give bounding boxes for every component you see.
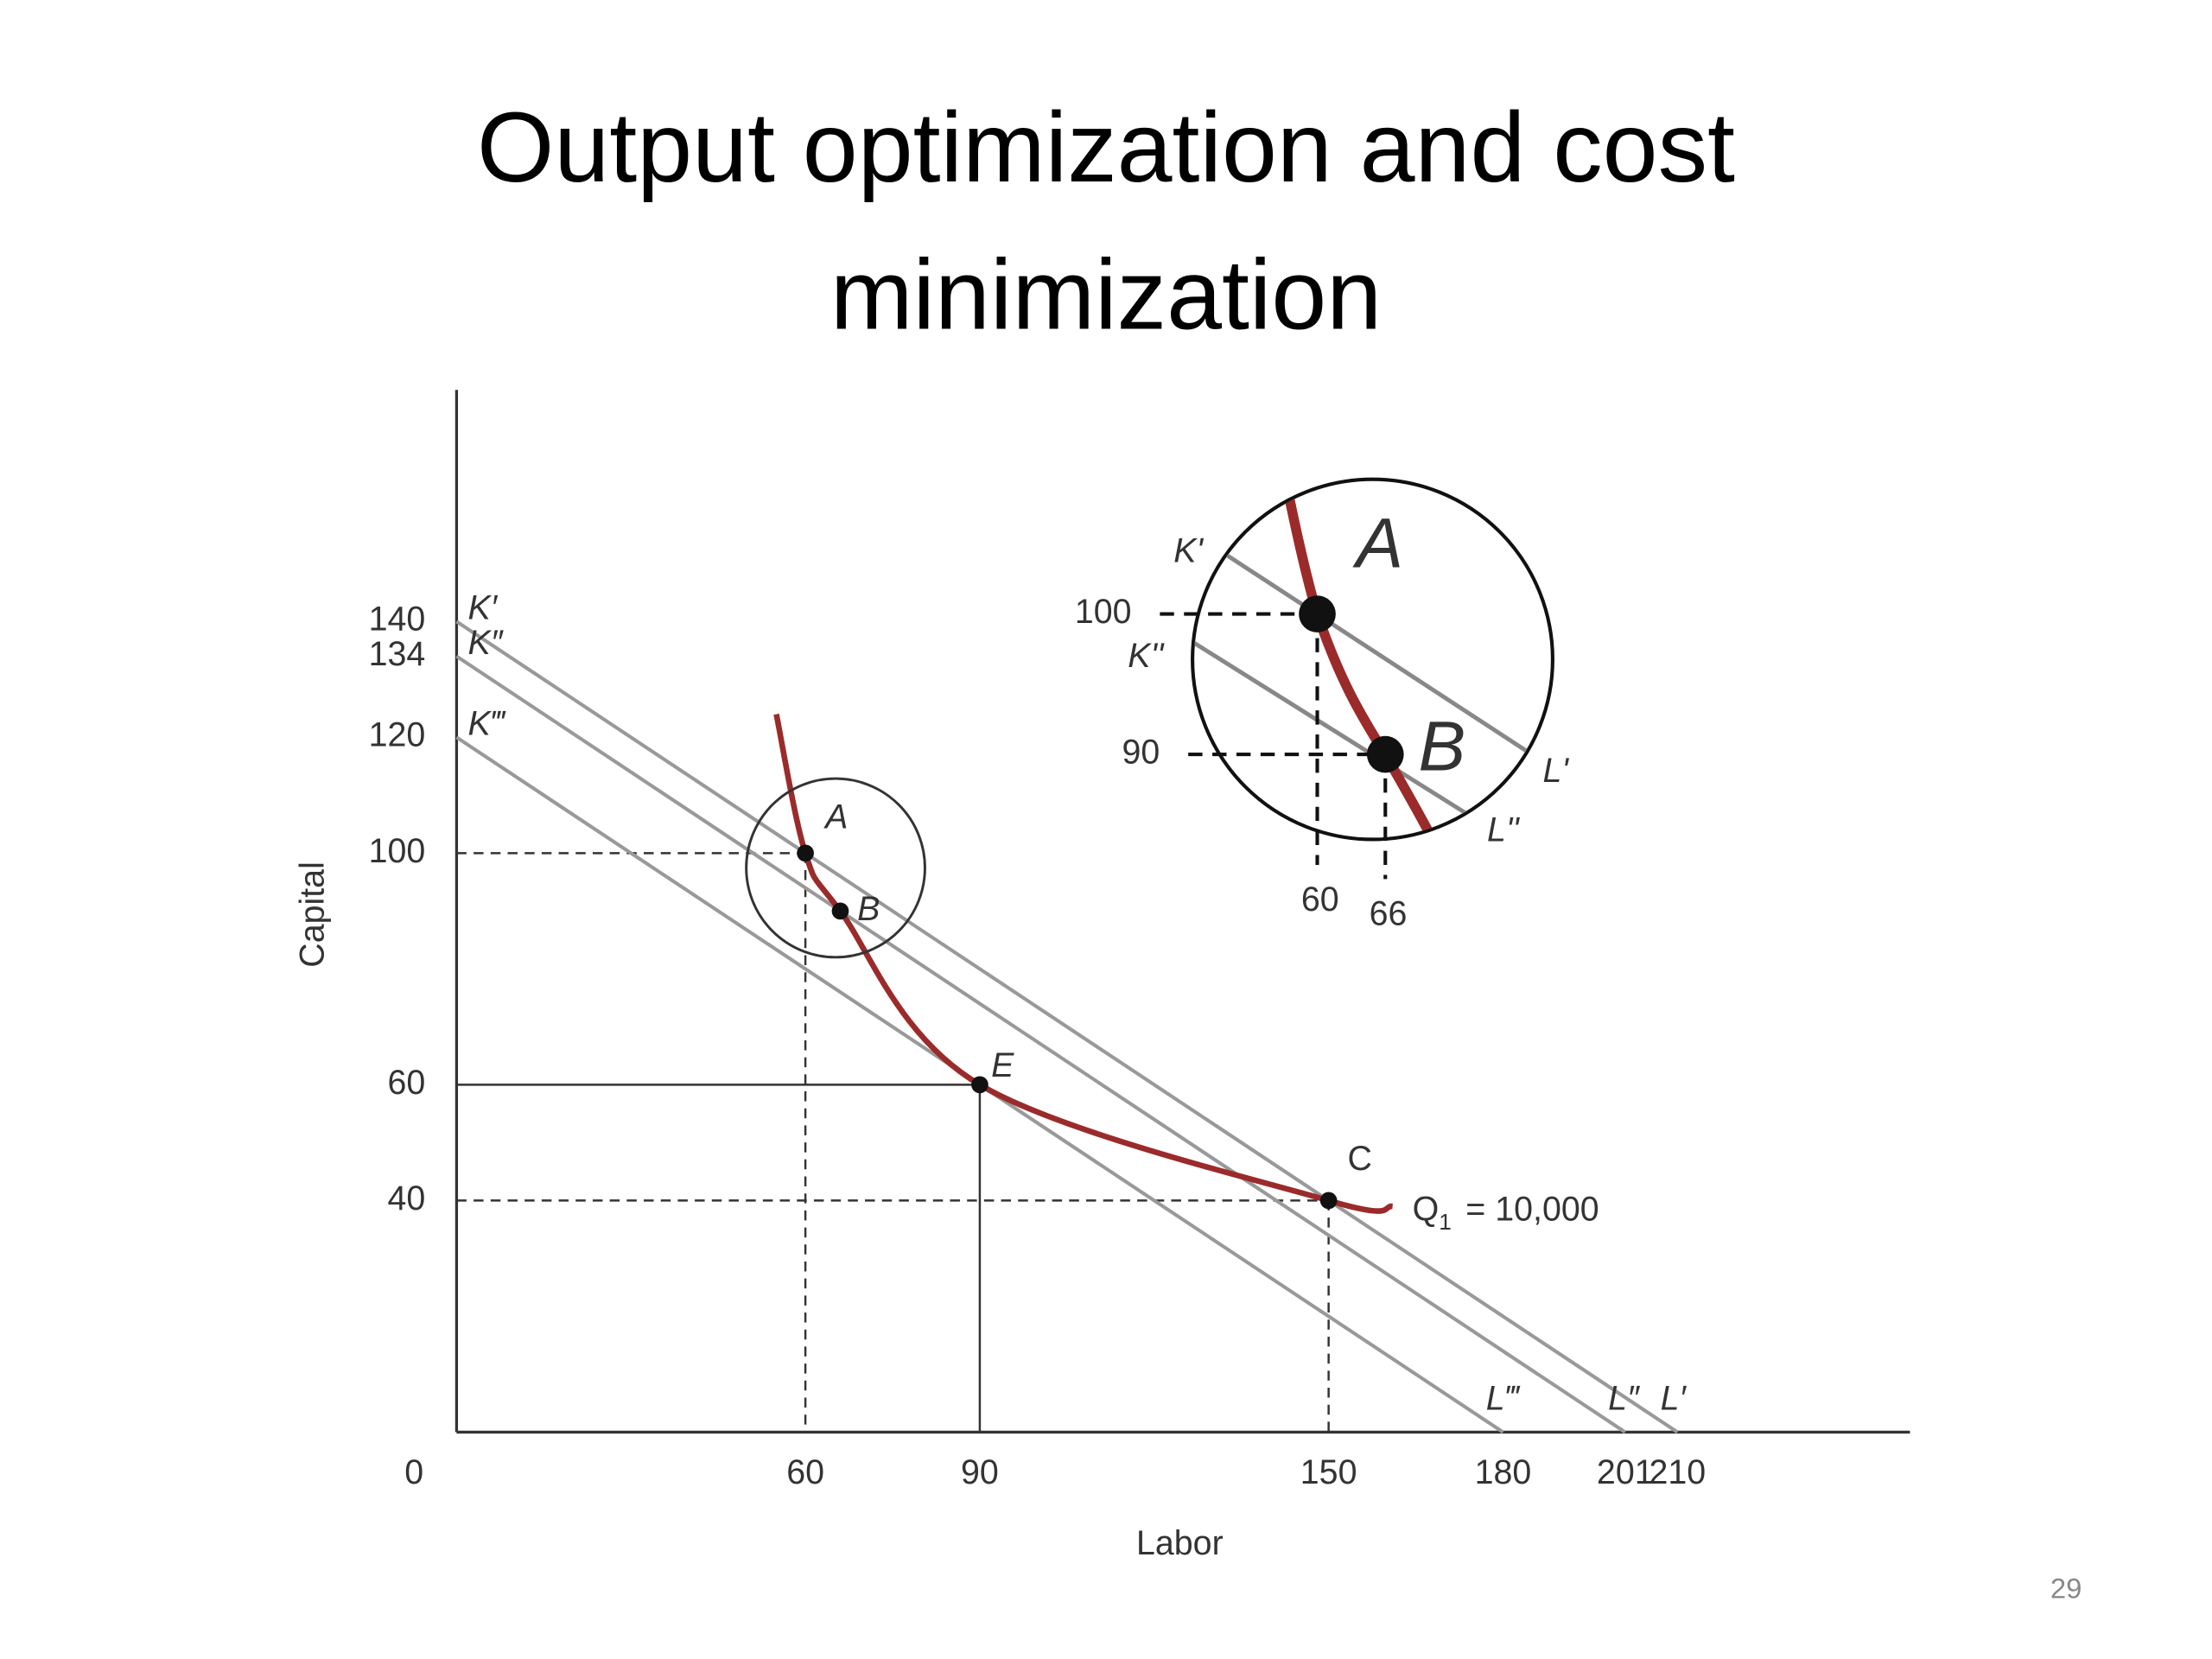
point <box>797 844 814 862</box>
point-label: A <box>823 798 848 836</box>
inset-point-label: B <box>1419 707 1466 785</box>
inset-circle <box>1191 477 1554 842</box>
point-label: C <box>1348 1140 1372 1178</box>
point <box>971 1076 988 1094</box>
y-axis-label: Capital <box>294 861 332 968</box>
y-tick-label: 40 <box>387 1179 425 1217</box>
isocost-line <box>455 654 1626 1434</box>
y-tick-label: 120 <box>369 716 426 754</box>
inset-line-end-label: L'' <box>1487 811 1520 849</box>
inset-line-start-label: K' <box>1173 531 1204 569</box>
inset-line-start-label: K'' <box>1128 637 1165 675</box>
isoquant-symbol: Q <box>1413 1191 1440 1229</box>
isocost-start-label: K‴ <box>468 705 506 743</box>
inset-isocost <box>1193 511 1552 793</box>
isocost-end-label: L′ <box>1661 1380 1688 1418</box>
inset-x-tick-label: 66 <box>1370 895 1408 933</box>
isocost-start-label: K′ <box>468 589 499 627</box>
isocost-start-label: K″ <box>468 624 505 662</box>
isoquant-label: Q1 = 10,000 <box>1413 1191 1599 1235</box>
x-tick-label: 0 <box>404 1453 423 1491</box>
inset-y-tick-label: 90 <box>1122 733 1160 771</box>
x-axis-label: Labor <box>1136 1524 1224 1562</box>
point <box>1319 1192 1338 1210</box>
slide-title: Output optimization and cost minimizatio… <box>477 92 1735 351</box>
x-tick-label: 201 <box>1597 1453 1654 1491</box>
inset-point <box>1366 735 1404 773</box>
inset: 100 90 60 66 K' L' K'' L'' A B <box>1075 477 1569 933</box>
isoquant-value: = 10,000 <box>1465 1191 1599 1229</box>
inset-x-tick-label: 60 <box>1301 880 1339 918</box>
inset-point-label: A <box>1351 505 1403 583</box>
point-label: E <box>991 1046 1014 1084</box>
point-label: B <box>857 890 880 928</box>
inset-isoquant <box>1278 480 1440 838</box>
isoquant <box>773 713 1393 1214</box>
point <box>831 902 849 920</box>
isocost-end-label: L‴ <box>1486 1380 1521 1418</box>
inset-line-end-label: L' <box>1542 752 1569 790</box>
x-tick-label: 150 <box>1300 1453 1357 1491</box>
page-number: 29 <box>2050 1573 2082 1605</box>
x-tick-label: 60 <box>786 1453 824 1491</box>
inset-y-tick-label: 100 <box>1075 593 1132 631</box>
x-tick-label: 180 <box>1475 1453 1532 1491</box>
isocost-end-label: L″ <box>1608 1380 1641 1418</box>
y-tick-label: 140 <box>369 601 426 639</box>
x-tick-label: 210 <box>1649 1453 1706 1491</box>
isoquant-subscript: 1 <box>1439 1209 1452 1235</box>
x-tick-label: 90 <box>961 1453 999 1491</box>
zoom-circle <box>745 777 926 959</box>
isocost-line <box>455 620 1679 1434</box>
y-tick-label: 60 <box>387 1064 425 1102</box>
inset-point <box>1299 595 1336 632</box>
y-tick-label: 134 <box>369 635 426 673</box>
y-tick-label: 100 <box>369 832 426 870</box>
